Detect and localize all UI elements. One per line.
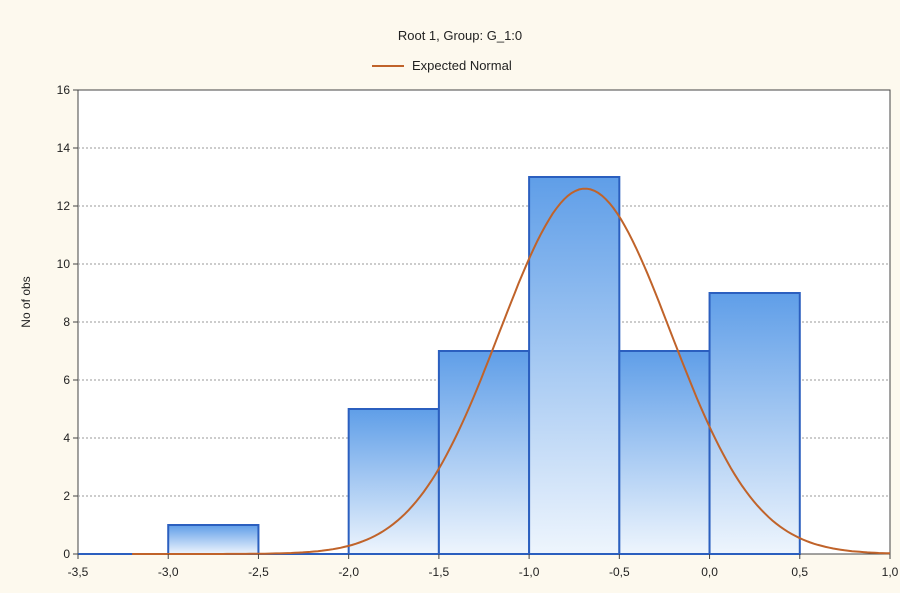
y-tick-label: 0 (63, 547, 70, 561)
y-tick-label: 12 (57, 199, 71, 213)
expected-normal-curve (132, 187, 891, 555)
histogram-bar (708, 292, 801, 555)
legend: Expected Normal (372, 58, 512, 73)
y-tick-label: 6 (63, 373, 70, 387)
x-tick-label: -0,5 (609, 565, 630, 579)
histogram-bar (618, 350, 711, 555)
x-tick-label: -3,0 (158, 565, 179, 579)
y-axis-ticks: 0 2 4 6 8 10 12 14 16 (57, 83, 78, 561)
y-tick-label: 2 (63, 489, 70, 503)
y-tick-label: 10 (57, 257, 71, 271)
histogram-bars (78, 176, 801, 555)
x-tick-label: -1,0 (519, 565, 540, 579)
histogram-bar (437, 350, 531, 555)
y-axis-label: No of obs (19, 276, 33, 327)
y-tick-label: 8 (63, 315, 70, 329)
histogram-bar (347, 408, 440, 555)
x-tick-label: 0,5 (791, 565, 808, 579)
x-tick-label: -2,0 (338, 565, 359, 579)
chart-title: Root 1, Group: G_1:0 (398, 28, 522, 43)
x-tick-label: 0,0 (701, 565, 718, 579)
y-tick-label: 4 (63, 431, 70, 445)
x-tick-label: -2,5 (248, 565, 269, 579)
x-tick-label: 1,0 (882, 565, 899, 579)
histogram-bar (167, 524, 260, 555)
legend-label-expected-normal: Expected Normal (412, 58, 512, 73)
x-tick-label: -3,5 (68, 565, 89, 579)
y-tick-label: 14 (57, 141, 71, 155)
y-tick-label: 16 (57, 83, 71, 97)
x-tick-label: -1,5 (429, 565, 450, 579)
x-axis-ticks: -3,5 -3,0 -2,5 -2,0 -1,5 -1,0 -0,5 0,0 0,5 1,0 (68, 554, 899, 579)
histogram-bar (528, 176, 621, 555)
